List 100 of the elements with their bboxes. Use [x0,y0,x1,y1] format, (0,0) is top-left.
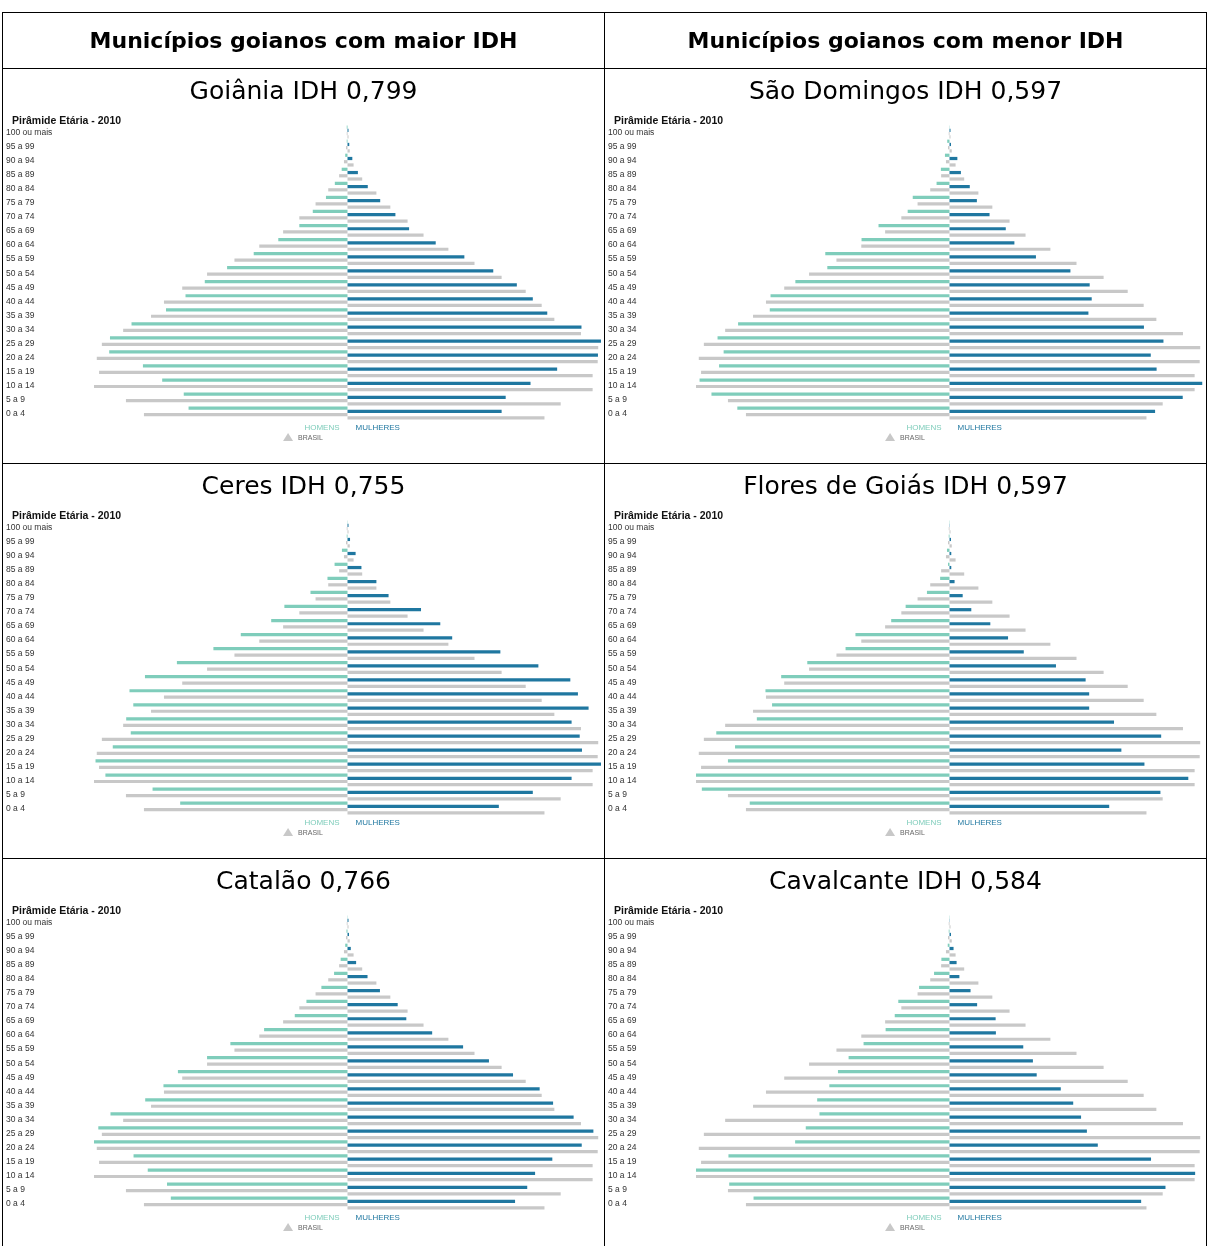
y-tick-label: 100 ou mais [6,127,53,138]
y-tick-label: 65 a 69 [6,1015,35,1026]
bar [143,1202,348,1207]
bar [941,174,950,178]
y-tick-label: 75 a 79 [608,592,637,603]
y-tick-label: 70 a 74 [608,211,637,222]
bar [347,684,526,689]
y-tick-label: 70 a 74 [6,606,35,617]
bar [345,153,348,157]
bar [347,594,389,598]
bar [949,712,1157,717]
bar [891,618,950,623]
bar [829,1084,950,1088]
y-tick-label: 80 a 84 [608,973,637,984]
bar [949,762,1145,766]
series-label: MULHERES [957,817,1002,827]
bar [109,350,348,354]
bar [735,745,950,749]
bar [151,709,348,713]
bar [716,731,950,735]
bar [347,1009,408,1013]
bar [347,297,533,301]
y-tick-label: 80 a 84 [6,183,35,194]
bar [347,636,453,640]
bar [817,1098,950,1102]
bar [129,689,348,693]
bar [125,793,348,798]
bar [99,765,348,770]
bar [347,283,517,287]
y-tick-label: 0 a 4 [608,802,628,813]
y-tick-label: 100 ou mais [608,127,655,138]
bar [836,653,950,657]
y-tick-label: 65 a 69 [608,1015,637,1026]
bar [347,551,356,556]
y-tick-label: 80 a 84 [608,578,637,589]
bar [725,328,950,332]
bar [306,999,348,1004]
bar [845,646,950,651]
bar [949,317,1157,322]
y-tick-label: 40 a 44 [608,295,637,306]
bar [341,548,348,552]
bar [738,322,950,326]
y-tick-label: 55 a 59 [608,1043,637,1054]
bar [949,269,1071,273]
bar [347,289,526,294]
bar [347,163,354,167]
y-tick-label: 30 a 34 [608,718,637,729]
bar [328,583,348,587]
bar [795,1140,950,1144]
bar [347,247,449,251]
bar [784,681,950,685]
bar [347,1023,424,1027]
bar [347,1031,433,1035]
bar [347,748,582,752]
bar [945,160,950,164]
y-tick-label: 85 a 89 [6,564,35,575]
bar [347,726,581,731]
bar [347,989,380,993]
bar [283,625,348,629]
bar [347,622,441,626]
bar [945,555,950,559]
bar [207,1056,348,1060]
bar [949,1171,1196,1175]
y-tick-label: 50 a 54 [608,1057,637,1068]
bar [949,381,1203,385]
bar [696,1174,950,1179]
bar [949,395,1183,399]
bar [126,717,348,721]
y-tick-label: 5 a 9 [608,393,628,404]
bar [807,661,950,665]
bar [949,1003,978,1007]
y-tick-label: 5 a 9 [608,788,628,799]
bar [147,1168,348,1172]
bar [347,311,548,315]
bar [345,943,348,947]
bar [885,230,950,234]
series-label: MULHERES [957,1212,1002,1222]
bar [234,1048,348,1052]
bar [204,280,348,284]
bar [347,670,502,674]
y-tick-label: 55 a 59 [608,253,637,264]
bar [949,1164,1195,1168]
bar [347,572,363,576]
chart-subtitle: Pirâmide Etária - 2010 [614,508,724,521]
bar [949,1206,1147,1210]
bar [949,325,1144,329]
bar [94,1174,348,1179]
bar [347,692,578,696]
bar [919,985,950,990]
bar [347,275,502,279]
bar [347,1051,475,1055]
bar [949,1135,1201,1140]
y-tick-label: 70 a 74 [608,606,637,617]
bar [949,1059,1033,1063]
bar [949,1087,1061,1091]
bar [770,294,950,298]
bar [278,237,348,242]
y-tick-label: 85 a 89 [608,564,637,575]
y-tick-label: 10 a 14 [6,1169,35,1180]
y-tick-label: 50 a 54 [608,267,637,278]
